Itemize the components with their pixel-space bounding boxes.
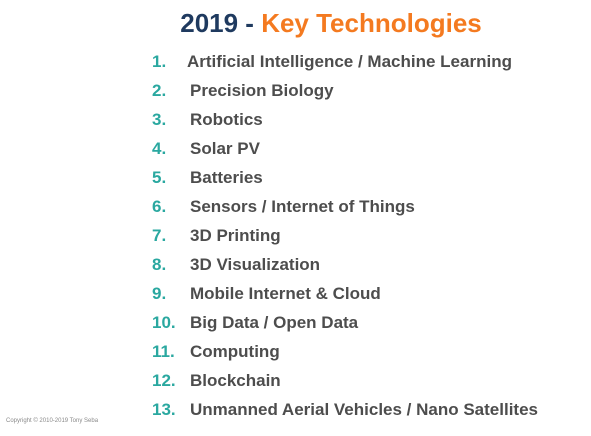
list-item: 6. Sensors / Internet of Things [0,192,591,221]
item-label: Computing [190,342,280,361]
item-label: Big Data / Open Data [190,313,359,332]
list-item: 12. Blockchain [0,366,591,395]
item-label: Artificial Intelligence / Machine Learni… [187,52,512,71]
item-number: 9. [152,284,167,303]
list-item: 4. Solar PV [0,134,591,163]
item-number: 3. [152,110,167,129]
list-item: 10. Big Data / Open Data [0,308,591,337]
item-label: Unmanned Aerial Vehicles / Nano Satellit… [190,400,538,419]
item-number: 2. [152,81,167,100]
item-label: 3D Visualization [190,255,321,274]
list-item: 13. Unmanned Aerial Vehicles / Nano Sate… [0,395,591,424]
title-main: Key Technologies [261,8,482,38]
item-label: Mobile Internet & Cloud [190,284,381,303]
item-number: 12. [152,371,176,390]
list-item: 2. Precision Biology [0,76,591,105]
item-number: 1. [152,52,167,71]
item-label: 3D Printing [190,226,281,245]
list-item: 7. 3D Printing [0,221,591,250]
item-number: 8. [152,255,167,274]
item-number: 13. [152,400,176,419]
item-label: Robotics [190,110,263,129]
item-label: Precision Biology [190,81,334,100]
technology-list: 1. Artificial Intelligence / Machine Lea… [0,47,591,424]
item-number: 11. [152,342,175,361]
title-year: 2019 [180,8,239,38]
list-item: 3. Robotics [0,105,591,134]
list-item: 9. Mobile Internet & Cloud [0,279,591,308]
title-separator: - [238,8,262,38]
slide-title: 2019 - Key Technologies [0,6,591,40]
item-label: Sensors / Internet of Things [190,197,415,216]
item-number: 7. [152,226,167,245]
item-number: 10. [152,313,176,332]
item-label: Batteries [190,168,263,187]
copyright-notice: Copyright © 2010-2019 Tony Seba [6,418,99,424]
item-number: 6. [152,197,167,216]
item-number: 5. [152,168,167,187]
item-label: Solar PV [190,139,260,158]
item-number: 4. [152,139,167,158]
list-item: 1. Artificial Intelligence / Machine Lea… [0,47,591,76]
list-item: 5. Batteries [0,163,591,192]
list-item: 11. Computing [0,337,591,366]
list-item: 8. 3D Visualization [0,250,591,279]
item-label: Blockchain [190,371,281,390]
